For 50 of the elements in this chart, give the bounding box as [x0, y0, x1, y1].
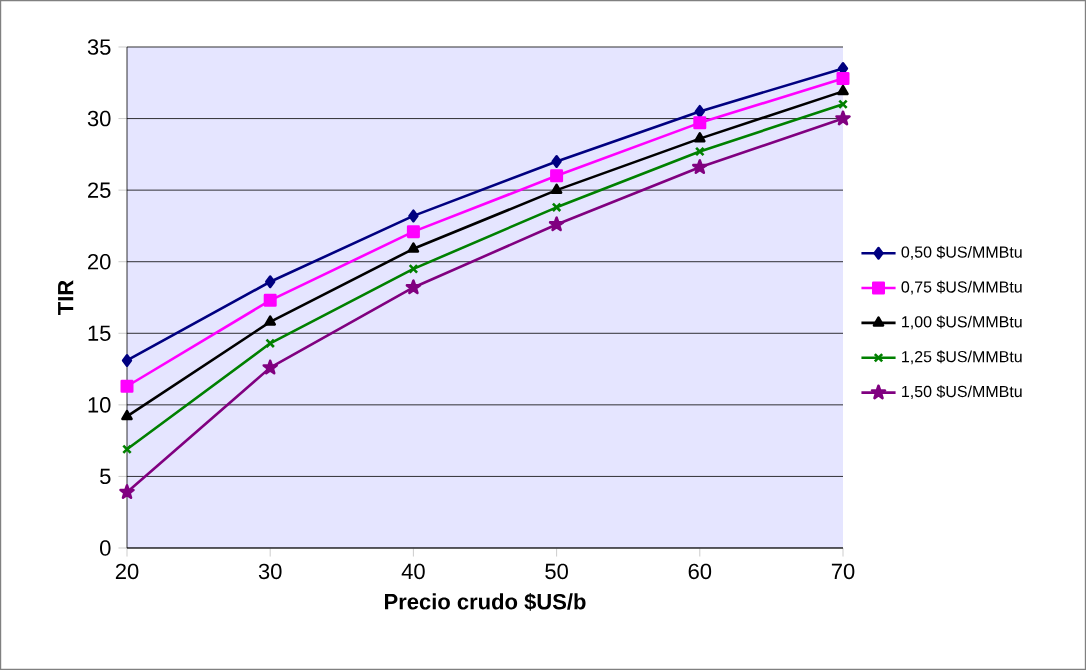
y-tick-label: 10 — [88, 397, 111, 413]
point — [265, 338, 276, 349]
legend-label: 1,00 $US/MMBtu — [902, 315, 1022, 330]
point — [551, 155, 562, 169]
point — [406, 225, 420, 239]
point — [550, 183, 563, 195]
x-tick-label: 70 — [831, 563, 855, 580]
x-tick-label: 40 — [401, 563, 425, 580]
point — [550, 169, 564, 183]
point — [119, 484, 135, 499]
point — [548, 216, 565, 232]
y-tick-label: 20 — [88, 253, 111, 270]
point — [120, 379, 134, 393]
point — [837, 84, 849, 96]
point — [122, 444, 132, 455]
point — [121, 353, 133, 367]
point — [121, 409, 133, 421]
x-tick-label: 60 — [688, 563, 712, 580]
point — [551, 202, 562, 213]
point — [408, 263, 419, 274]
point — [836, 71, 850, 85]
point — [407, 242, 420, 253]
point — [835, 110, 851, 126]
y-tick-label: 25 — [88, 182, 111, 198]
x-tick-label: 20 — [115, 563, 139, 580]
point — [838, 99, 848, 110]
y-tick-label: 15 — [88, 325, 111, 341]
y-tick-label: 30 — [87, 110, 111, 127]
point — [262, 359, 278, 375]
x-tick-label: 30 — [258, 563, 282, 580]
point — [265, 275, 276, 289]
point — [694, 146, 705, 157]
point — [694, 104, 705, 118]
y-tick-label: 5 — [100, 468, 111, 485]
legend-label: 0,50 $US/MMBtu — [901, 245, 1022, 260]
y-tick-label: 35 — [87, 39, 111, 55]
point — [693, 132, 706, 143]
point — [408, 209, 419, 223]
x-tick-label: 50 — [545, 563, 568, 580]
legend-label: 1,50 $US/MMBtu — [902, 385, 1022, 400]
point — [405, 279, 422, 295]
legend-label: 0,75 $US/MMBtu — [901, 280, 1022, 295]
legend-label: 1,25 $US/MMBtu — [902, 350, 1022, 365]
point — [263, 293, 277, 307]
point — [692, 159, 708, 175]
y-tick-label: 0 — [100, 540, 111, 556]
x-axis-title: Precio crudo $US/b — [385, 592, 586, 611]
point — [264, 315, 277, 326]
y-axis-title: TIR — [58, 280, 74, 315]
point — [693, 116, 707, 130]
